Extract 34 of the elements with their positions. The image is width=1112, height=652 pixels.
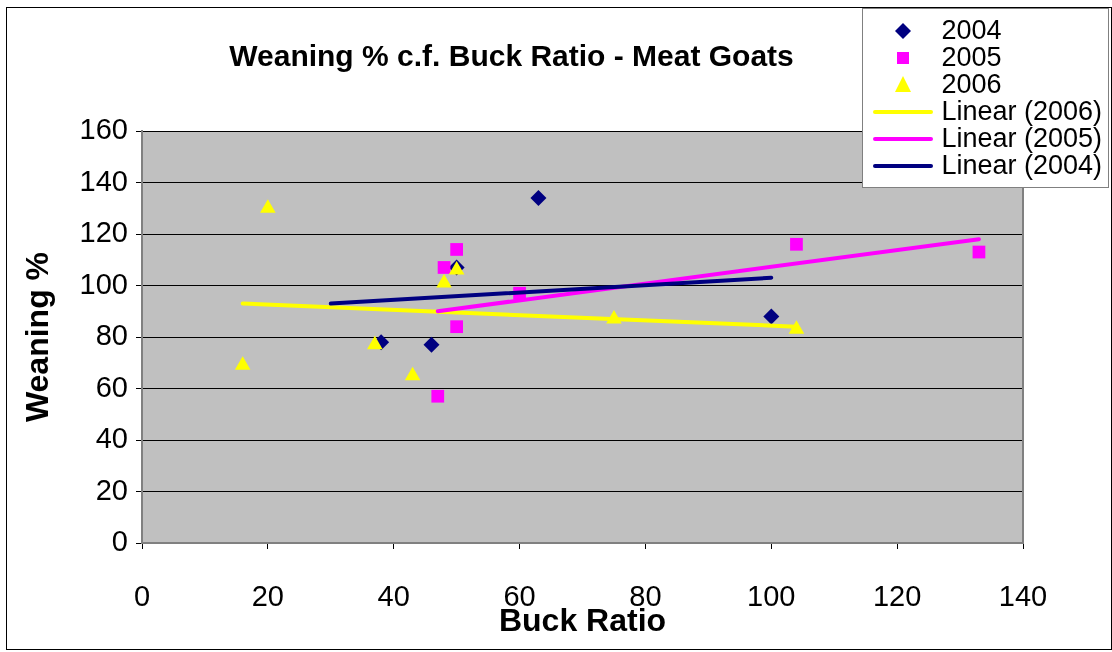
point bbox=[450, 320, 464, 334]
y-tick-label: 120 bbox=[79, 216, 128, 248]
legend-label: 2005 bbox=[941, 42, 1002, 72]
point bbox=[450, 243, 464, 256]
y-tick-label: 20 bbox=[95, 473, 128, 506]
y-tick-label: 40 bbox=[95, 422, 128, 454]
y-tick-label: 0 bbox=[111, 525, 128, 557]
legend-label: Linear (2006) bbox=[941, 96, 1102, 126]
chart-title: Weaning % c.f. Buck Ratio - Meat Goats bbox=[229, 39, 794, 73]
x-tick-label: 40 bbox=[377, 580, 410, 613]
x-tick-label: 20 bbox=[251, 580, 284, 613]
legend-label: 2006 bbox=[941, 69, 1002, 99]
point bbox=[431, 389, 445, 403]
point bbox=[763, 308, 780, 325]
y-tick-label: 80 bbox=[95, 319, 128, 351]
x-tick-label: 0 bbox=[133, 580, 151, 613]
x-tick-label: 100 bbox=[747, 580, 796, 613]
legend-label: 2004 bbox=[941, 15, 1002, 45]
y-tick-label: 100 bbox=[79, 267, 128, 300]
point bbox=[436, 273, 452, 288]
point bbox=[437, 261, 451, 274]
point bbox=[260, 199, 276, 213]
y-axis-title: Weaning % bbox=[19, 251, 56, 423]
point bbox=[234, 356, 251, 370]
y-tick-label: 160 bbox=[79, 113, 128, 145]
point bbox=[404, 366, 421, 381]
y-tick-label: 140 bbox=[79, 164, 128, 197]
y-tick-label: 60 bbox=[95, 370, 128, 403]
x-tick-label: 140 bbox=[998, 580, 1048, 613]
point bbox=[790, 237, 803, 251]
point bbox=[530, 189, 547, 206]
point bbox=[423, 336, 440, 353]
point bbox=[367, 335, 383, 350]
x-tick-label: 120 bbox=[872, 580, 922, 613]
